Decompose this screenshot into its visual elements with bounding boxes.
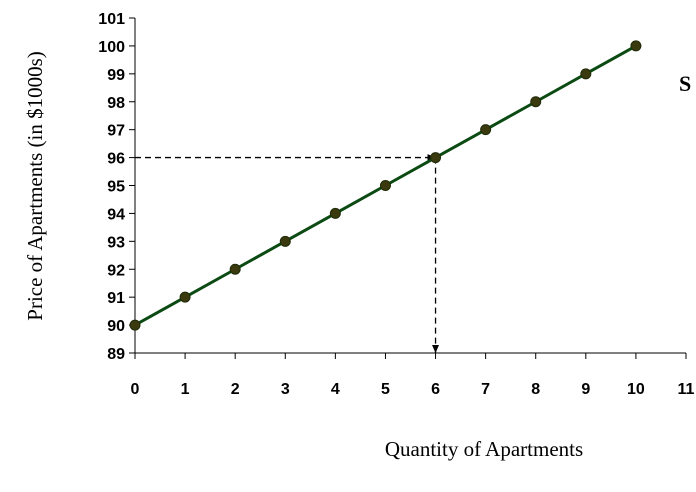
x-axis-title: Quantity of Apartments bbox=[385, 437, 583, 461]
data-point bbox=[430, 152, 442, 164]
series-label: S bbox=[679, 71, 691, 96]
y-tick-label: 94 bbox=[107, 206, 125, 223]
y-tick-label: 92 bbox=[107, 262, 125, 279]
data-point bbox=[379, 180, 391, 191]
y-tick-label: 97 bbox=[107, 123, 125, 140]
y-tick-label: 90 bbox=[107, 318, 125, 335]
x-tick-label: 8 bbox=[531, 381, 540, 398]
series-layer bbox=[129, 40, 642, 331]
data-point bbox=[480, 124, 492, 136]
x-tick-label: 3 bbox=[281, 381, 290, 398]
x-tick-label: 0 bbox=[131, 381, 140, 398]
x-tick-label: 6 bbox=[431, 381, 440, 398]
x-tick-label: 9 bbox=[581, 381, 590, 398]
y-axis-title: Price of Apartments (in $1000s) bbox=[23, 51, 47, 320]
y-tick-label: 89 bbox=[107, 346, 125, 363]
x-tick-label: 2 bbox=[231, 381, 240, 398]
guide-arrowhead-1 bbox=[432, 345, 440, 353]
x-tick-label: 4 bbox=[331, 381, 340, 398]
x-tick-label: 1 bbox=[181, 381, 190, 398]
data-point bbox=[129, 319, 141, 331]
y-tick-label: 101 bbox=[98, 11, 125, 28]
y-tick-label: 95 bbox=[107, 179, 125, 196]
x-tick-label: 5 bbox=[381, 381, 390, 398]
x-tick-label: 10 bbox=[627, 381, 645, 398]
guide-lines bbox=[135, 154, 440, 353]
y-ticks: 89 90 91 92 93 94 95 96 97 98 99 100 101 bbox=[98, 11, 135, 363]
data-point bbox=[530, 96, 542, 108]
data-point bbox=[179, 291, 191, 303]
x-tick-label: 7 bbox=[481, 381, 490, 398]
x-ticks: 0 1 2 3 4 5 6 7 8 9 10 11 bbox=[131, 353, 695, 398]
data-point bbox=[630, 40, 642, 52]
data-point bbox=[279, 235, 291, 247]
axes-layer bbox=[134, 18, 686, 354]
y-tick-label: 100 bbox=[98, 39, 125, 56]
y-tick-label: 96 bbox=[107, 151, 125, 168]
x-tick-label: 11 bbox=[678, 381, 695, 398]
data-point bbox=[229, 263, 241, 275]
y-tick-label: 98 bbox=[107, 95, 125, 112]
y-tick-label: 93 bbox=[107, 234, 125, 251]
data-point bbox=[329, 207, 341, 219]
y-tick-label: 99 bbox=[107, 67, 125, 84]
y-tick-label: 91 bbox=[107, 290, 125, 307]
data-point bbox=[580, 68, 592, 80]
